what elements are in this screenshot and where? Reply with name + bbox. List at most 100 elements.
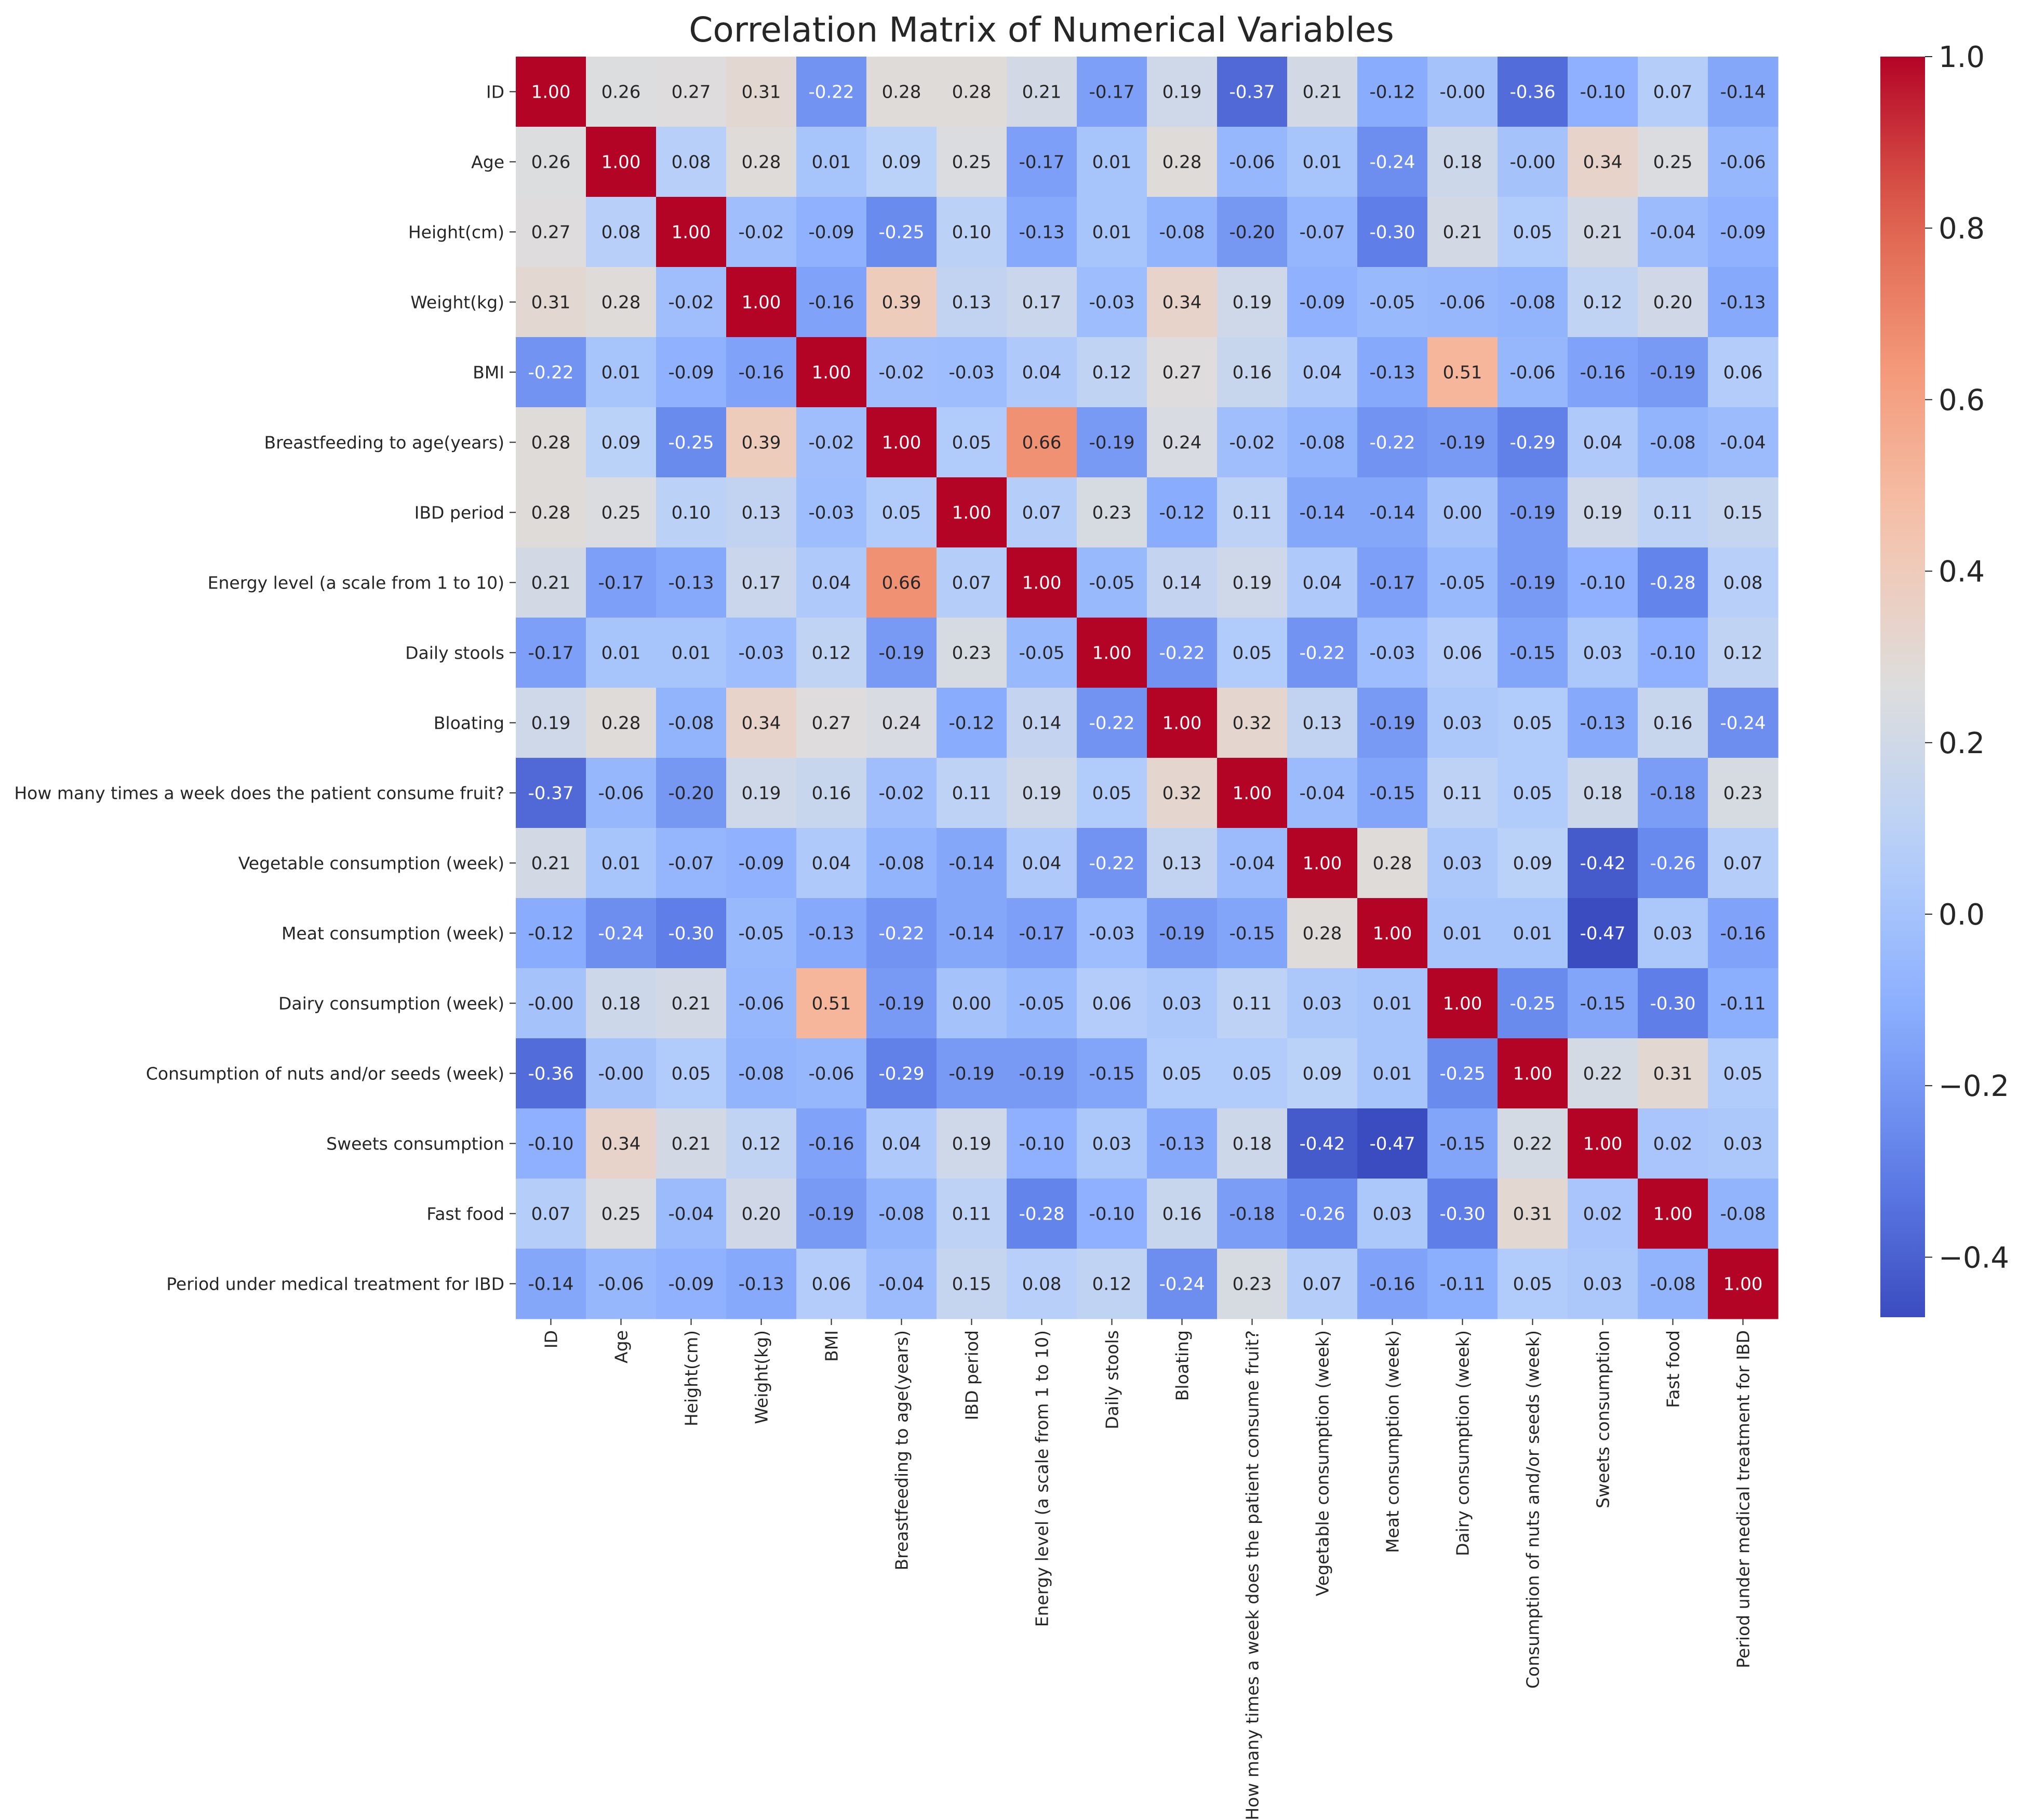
heatmap-cell: [1217, 688, 1288, 758]
cell-value-label: -0.13: [1019, 222, 1065, 243]
heatmap-cell: [796, 1038, 867, 1109]
heatmap-cell: [726, 547, 797, 618]
cell-value-label: 0.06: [1443, 643, 1482, 664]
heatmap-cell: [1638, 898, 1708, 969]
cell-value-label: -0.16: [1580, 363, 1626, 383]
cell-value-label: 0.05: [1513, 1274, 1553, 1295]
heatmap-cell: [1568, 337, 1638, 408]
colorbar-tick-label: −0.2: [1939, 1069, 2009, 1103]
cell-value-label: 0.19: [1162, 82, 1202, 103]
cell-value-label: -0.19: [949, 1064, 995, 1085]
heatmap-cell: [796, 1249, 867, 1319]
cell-value-label: 0.01: [602, 853, 641, 874]
cell-value-label: -0.42: [1300, 1134, 1345, 1155]
heatmap-cell: [1077, 1038, 1147, 1109]
heatmap-cell: [796, 1108, 867, 1179]
y-tick-label: Daily stools: [405, 643, 504, 663]
heatmap-cell: [937, 828, 1007, 899]
heatmap-cell: [1357, 618, 1428, 688]
cell-value-label: -0.09: [809, 222, 854, 243]
heatmap-cell: [1568, 828, 1638, 899]
heatmap-cell: [1708, 197, 1779, 267]
heatmap-cell: [656, 688, 727, 758]
cell-value-label: 0.21: [1443, 222, 1482, 243]
cell-value-label: 0.01: [1373, 1064, 1412, 1085]
cell-value-label: -0.13: [1720, 292, 1766, 313]
cell-value-label: -0.14: [1300, 503, 1345, 524]
heatmap-cell: [586, 618, 657, 688]
heatmap-cell: [1498, 547, 1568, 618]
heatmap-cell: [586, 828, 657, 899]
cell-value-label: 0.19: [1233, 573, 1272, 594]
cell-value-label: 0.27: [672, 82, 711, 103]
heatmap-cell: [866, 618, 937, 688]
heatmap-cell: [1287, 197, 1358, 267]
cell-value-label: -0.13: [669, 573, 714, 594]
heatmap-cell: [1568, 127, 1638, 197]
cell-value-label: 0.01: [812, 152, 851, 173]
cell-value-label: -0.19: [809, 1204, 854, 1225]
heatmap-cell: [1217, 968, 1288, 1039]
heatmap-cell: [1287, 267, 1358, 338]
heatmap-cell: [1427, 407, 1498, 478]
heatmap-cell: [516, 267, 586, 338]
heatmap-cell: [1638, 337, 1708, 408]
cell-value-label: 0.04: [882, 1134, 921, 1155]
heatmap-cell: [1568, 1038, 1638, 1109]
heatmap-cell: [586, 197, 657, 267]
heatmap-cell: [1357, 477, 1428, 548]
heatmap-cell: [516, 477, 586, 548]
cell-value-label: 0.32: [1233, 713, 1272, 734]
cell-value-label: 1.00: [1233, 783, 1272, 804]
heatmap-cell: [1708, 1108, 1779, 1179]
cell-value-label: 0.05: [882, 503, 921, 524]
heatmap-cell: [726, 127, 797, 197]
heatmap-cell: [1147, 477, 1218, 548]
heatmap-cell: [1007, 618, 1077, 688]
cell-value-label: -0.03: [1370, 643, 1415, 664]
heatmap-cell: [1498, 477, 1568, 548]
cell-value-label: -0.00: [1440, 82, 1486, 103]
heatmap-cell: [1147, 758, 1218, 828]
cell-value-label: 0.01: [1303, 152, 1342, 173]
cell-value-label: 0.06: [1723, 363, 1763, 383]
heatmap-cell: [656, 547, 727, 618]
heatmap-cell: [726, 968, 797, 1039]
y-tick-label: How many times a week does the patient c…: [14, 783, 504, 804]
heatmap-cell: [656, 57, 727, 127]
heatmap-cell: [516, 828, 586, 899]
cell-value-label: 0.05: [952, 433, 992, 453]
heatmap-cell: [1568, 758, 1638, 828]
heatmap-cell: [1007, 547, 1077, 618]
cell-value-label: -0.10: [528, 1134, 574, 1155]
colorbar-tick-label: 1.0: [1939, 41, 1985, 74]
cell-value-label: 0.12: [1723, 643, 1763, 664]
cell-value-label: 0.01: [672, 643, 711, 664]
heatmap-cell: [1077, 477, 1147, 548]
cell-value-label: 0.07: [1303, 1274, 1342, 1295]
heatmap-cell: [1357, 547, 1428, 618]
cell-value-label: 0.01: [602, 363, 641, 383]
cell-value-label: -0.19: [1440, 433, 1486, 453]
cell-value-label: -0.28: [1019, 1204, 1065, 1225]
heatmap-cell: [1287, 1038, 1358, 1109]
heatmap-cell: [1077, 267, 1147, 338]
heatmap-cell: [1147, 898, 1218, 969]
cell-value-label: -0.19: [1650, 363, 1696, 383]
cell-value-label: 0.05: [1233, 643, 1272, 664]
cell-value-label: -0.19: [879, 994, 925, 1014]
y-tick-label: Energy level (a scale from 1 to 10): [208, 573, 504, 593]
cell-value-label: 0.21: [672, 994, 711, 1014]
heatmap-cell: [1077, 828, 1147, 899]
cell-value-label: 0.07: [1022, 503, 1062, 524]
cell-value-label: 0.22: [1583, 1064, 1623, 1085]
heatmap-cell: [937, 758, 1007, 828]
heatmap-cell: [726, 758, 797, 828]
heatmap-cell: [1147, 547, 1218, 618]
cell-value-label: 0.18: [1443, 152, 1482, 173]
cell-value-label: -0.08: [1650, 1274, 1696, 1295]
cell-value-label: -0.06: [1229, 152, 1275, 173]
cell-value-label: 1.00: [1583, 1134, 1623, 1155]
cell-value-label: 0.19: [1583, 503, 1623, 524]
heatmap-cell: [1147, 1108, 1218, 1179]
